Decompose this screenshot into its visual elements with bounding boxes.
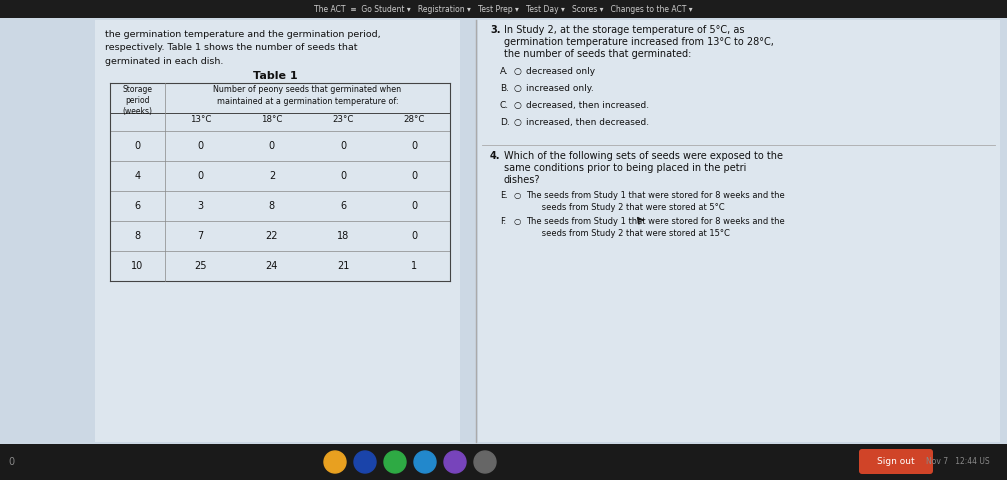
Text: 0: 0 bbox=[8, 457, 14, 467]
Text: The seeds from Study 1 that were stored for 8 weeks and the
      seeds from Stu: The seeds from Study 1 that were stored … bbox=[526, 217, 784, 239]
Text: Table 1: Table 1 bbox=[253, 71, 297, 81]
Text: E.: E. bbox=[500, 191, 508, 200]
FancyBboxPatch shape bbox=[0, 444, 1007, 480]
Text: 0: 0 bbox=[411, 171, 418, 181]
Text: D.: D. bbox=[500, 118, 510, 127]
Circle shape bbox=[414, 451, 436, 473]
Text: respectively. Table 1 shows the number of seeds that: respectively. Table 1 shows the number o… bbox=[105, 43, 357, 52]
Text: The seeds from Study 1 that were stored for 8 weeks and the
      seeds from Stu: The seeds from Study 1 that were stored … bbox=[526, 191, 784, 213]
Text: 0: 0 bbox=[411, 201, 418, 211]
Text: ○: ○ bbox=[514, 101, 522, 110]
Text: The ACT  ≡  Go Student ▾   Registration ▾   Test Prep ▾   Test Day ▾   Scores ▾ : The ACT ≡ Go Student ▾ Registration ▾ Te… bbox=[314, 4, 693, 13]
Circle shape bbox=[474, 451, 496, 473]
Text: 23°C: 23°C bbox=[332, 115, 353, 124]
Text: 4: 4 bbox=[135, 171, 141, 181]
Text: decreased, then increased.: decreased, then increased. bbox=[526, 101, 650, 110]
Text: 18: 18 bbox=[337, 231, 349, 241]
Text: 3.: 3. bbox=[490, 25, 500, 35]
Text: 8: 8 bbox=[269, 201, 275, 211]
Text: the number of seeds that germinated:: the number of seeds that germinated: bbox=[504, 49, 692, 59]
Text: 25: 25 bbox=[194, 261, 206, 271]
FancyBboxPatch shape bbox=[0, 0, 1007, 18]
Text: Which of the following sets of seeds were exposed to the: Which of the following sets of seeds wer… bbox=[504, 151, 783, 161]
Text: 4.: 4. bbox=[490, 151, 500, 161]
Text: ○: ○ bbox=[514, 84, 522, 93]
Circle shape bbox=[324, 451, 346, 473]
Text: Sign out: Sign out bbox=[877, 457, 914, 467]
Text: 18°C: 18°C bbox=[261, 115, 283, 124]
Text: 22: 22 bbox=[266, 231, 278, 241]
Text: 7: 7 bbox=[197, 231, 203, 241]
Text: 3: 3 bbox=[197, 201, 203, 211]
Text: ○: ○ bbox=[514, 118, 522, 127]
FancyBboxPatch shape bbox=[95, 20, 460, 442]
Text: 0: 0 bbox=[411, 231, 418, 241]
Text: 28°C: 28°C bbox=[404, 115, 425, 124]
Text: increased, then decreased.: increased, then decreased. bbox=[526, 118, 650, 127]
Text: germination temperature increased from 13°C to 28°C,: germination temperature increased from 1… bbox=[504, 37, 773, 47]
Text: same conditions prior to being placed in the petri: same conditions prior to being placed in… bbox=[504, 163, 746, 173]
Circle shape bbox=[354, 451, 376, 473]
Text: A.: A. bbox=[500, 67, 509, 76]
Text: 0: 0 bbox=[411, 141, 418, 151]
Text: 0: 0 bbox=[269, 141, 275, 151]
Text: 0: 0 bbox=[135, 141, 141, 151]
Text: 13°C: 13°C bbox=[190, 115, 211, 124]
Text: ○: ○ bbox=[514, 191, 522, 200]
FancyBboxPatch shape bbox=[478, 20, 1000, 442]
Text: 24: 24 bbox=[266, 261, 278, 271]
Text: Storage
period
(weeks): Storage period (weeks) bbox=[123, 85, 152, 116]
Text: 0: 0 bbox=[340, 141, 346, 151]
FancyBboxPatch shape bbox=[0, 18, 1007, 445]
Text: the germination temperature and the germination period,: the germination temperature and the germ… bbox=[105, 30, 381, 39]
Circle shape bbox=[444, 451, 466, 473]
Text: C.: C. bbox=[500, 101, 510, 110]
Text: Number of peony seeds that germinated when
maintained at a germination temperatu: Number of peony seeds that germinated wh… bbox=[213, 85, 402, 106]
Text: F.: F. bbox=[500, 217, 507, 226]
Text: Nov 7   12:44 US: Nov 7 12:44 US bbox=[926, 457, 990, 467]
Text: In Study 2, at the storage temperature of 5°C, as: In Study 2, at the storage temperature o… bbox=[504, 25, 744, 35]
Circle shape bbox=[384, 451, 406, 473]
FancyBboxPatch shape bbox=[859, 449, 933, 474]
Text: decreased only: decreased only bbox=[526, 67, 595, 76]
Text: germinated in each dish.: germinated in each dish. bbox=[105, 57, 224, 66]
Text: dishes?: dishes? bbox=[504, 175, 541, 185]
Text: 0: 0 bbox=[197, 141, 203, 151]
Text: 10: 10 bbox=[131, 261, 144, 271]
Text: 21: 21 bbox=[337, 261, 349, 271]
Text: 0: 0 bbox=[340, 171, 346, 181]
Text: 8: 8 bbox=[135, 231, 141, 241]
Text: ○: ○ bbox=[514, 67, 522, 76]
Text: 0: 0 bbox=[197, 171, 203, 181]
Text: 6: 6 bbox=[135, 201, 141, 211]
Text: B.: B. bbox=[500, 84, 509, 93]
Text: ○: ○ bbox=[514, 217, 522, 226]
Text: 1: 1 bbox=[411, 261, 418, 271]
Text: increased only.: increased only. bbox=[526, 84, 594, 93]
Text: 6: 6 bbox=[340, 201, 346, 211]
Text: 2: 2 bbox=[269, 171, 275, 181]
